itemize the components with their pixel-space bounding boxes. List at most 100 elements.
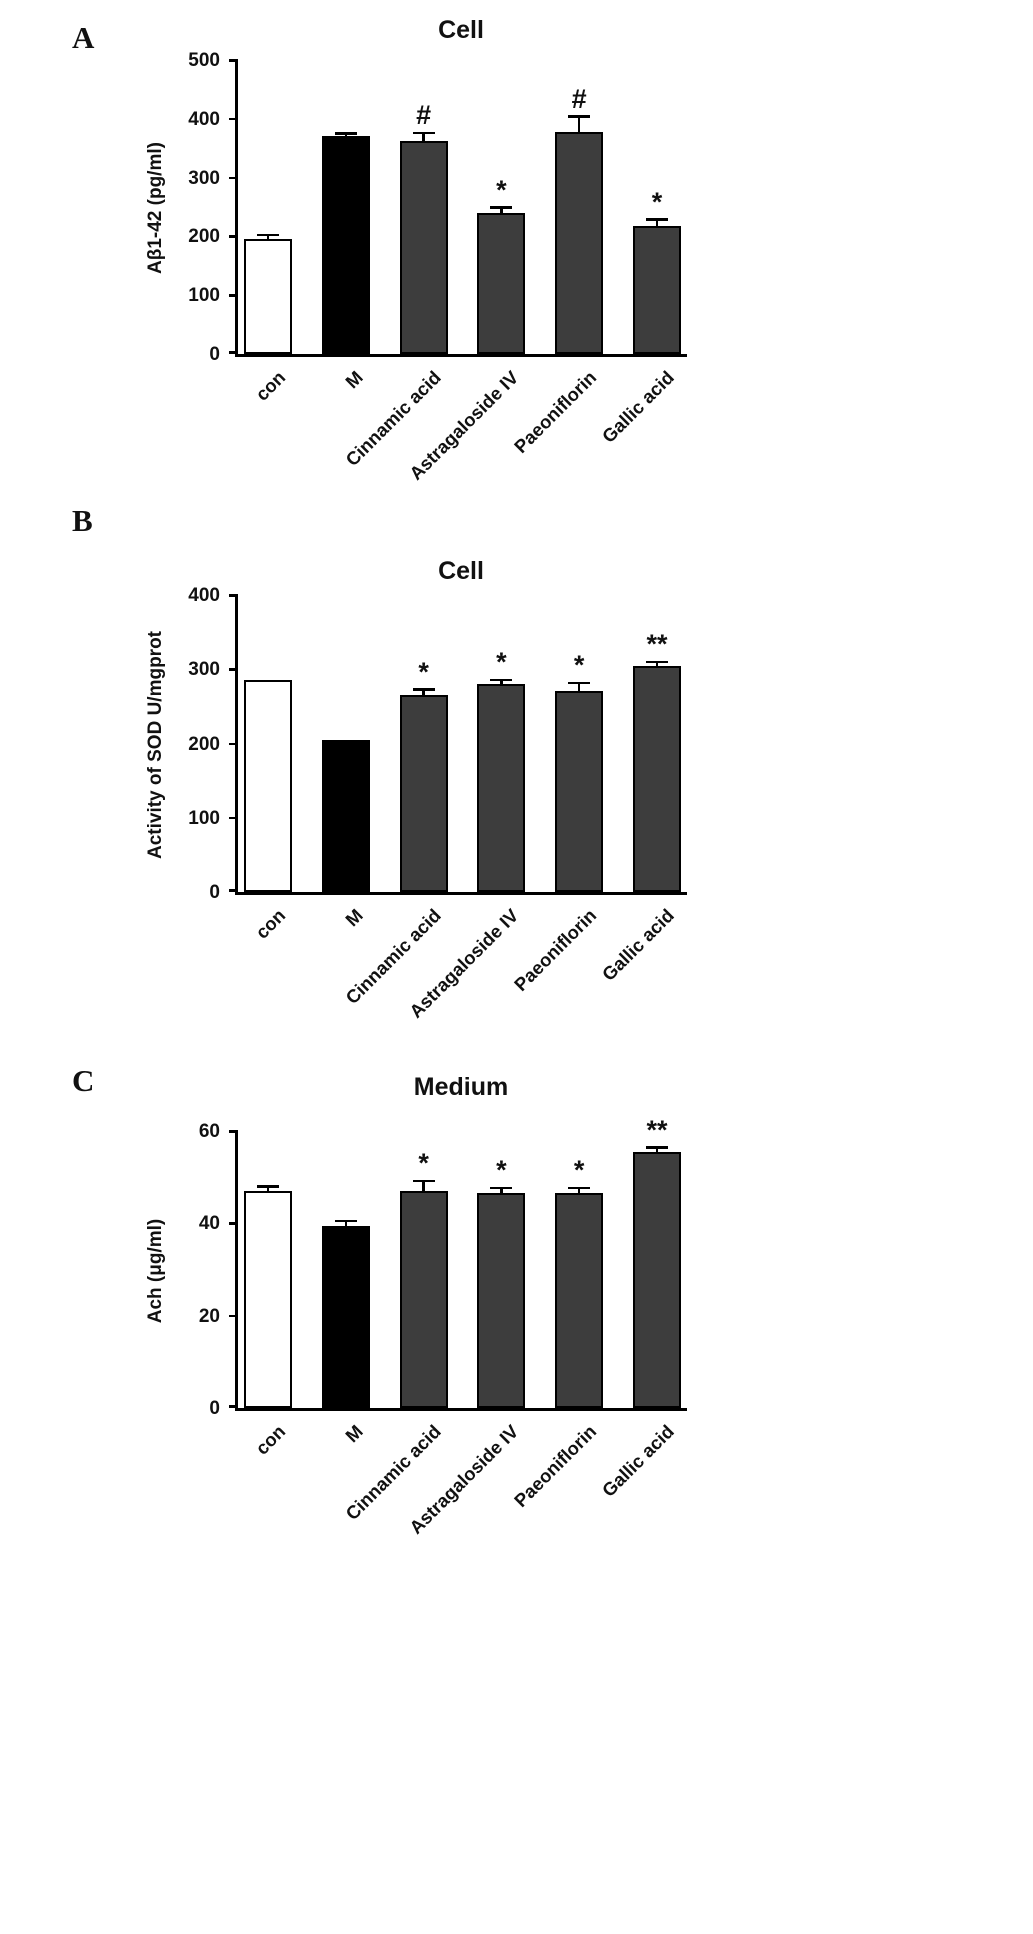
bar-m (321, 739, 370, 892)
bar-cinnamic-acid (399, 695, 448, 892)
error-bar (655, 220, 659, 227)
significance-marker: # (416, 100, 432, 131)
y-tick-mark (229, 1222, 238, 1225)
bar-paeoniflorin (555, 1193, 604, 1408)
error-bar-cap (646, 660, 668, 664)
significance-marker: * (496, 647, 507, 678)
panel-letter: C (72, 1063, 95, 1098)
bar-m (321, 136, 370, 354)
y-tick-mark (229, 1405, 238, 1408)
y-tick-mark (229, 889, 238, 892)
significance-marker: * (651, 186, 663, 217)
bar-astragaloside-iv (477, 1193, 526, 1408)
figure-panel-c: C Medium Ach (μg/ml) 0 20 40 60 con M * Cinnami… (0, 1053, 1033, 1613)
y-tick-mark (229, 176, 238, 180)
y-tick-label: 300 (188, 659, 220, 681)
bar-con (244, 680, 292, 892)
x-tick-label: con (251, 366, 290, 405)
bar-paeoniflorin (555, 690, 604, 892)
error-bar (655, 663, 659, 668)
error-bar (500, 208, 503, 214)
error-bar (266, 1187, 270, 1193)
error-bar (422, 134, 425, 143)
significance-marker: * (573, 1155, 585, 1186)
x-tick-label: M (341, 366, 368, 393)
y-tick-mark (229, 235, 238, 238)
y-tick-label: 300 (188, 167, 220, 189)
error-bar-cap (490, 206, 513, 209)
bar-astragaloside-iv (477, 212, 526, 354)
bar-gallic-acid (633, 666, 681, 892)
error-bar (655, 1148, 659, 1153)
x-tick-label: Gallic acid (598, 1420, 679, 1501)
x-tick-label: M (341, 1420, 368, 1447)
y-tick-label: 60 (198, 1121, 220, 1142)
y-tick-label: 40 (198, 1213, 220, 1235)
significance-marker: * (496, 1155, 507, 1186)
y-tick-label: 400 (188, 108, 220, 130)
y-tick-label: 0 (209, 1398, 220, 1419)
bar-cinnamic-acid (399, 141, 448, 354)
error-bar-cap (568, 681, 591, 685)
x-tick-label: Gallic acid (598, 366, 679, 447)
bar-paeoniflorin (555, 132, 604, 354)
y-tick-mark (229, 816, 238, 820)
error-bar-cap (412, 131, 435, 135)
plot-area: 0 100 200 300 400 500 con M # Cinnamic acid * Astra… (188, 51, 687, 484)
error-bar-cap (646, 1146, 668, 1149)
significance-marker: # (571, 83, 587, 114)
y-axis-label: Activity of SOD U/mgprot (145, 630, 166, 860)
error-bar-cap (412, 688, 435, 691)
y-axis-label: Ach (μg/ml) (145, 1218, 166, 1324)
error-bar-cap (257, 233, 279, 237)
error-bar-cap (257, 1185, 279, 1188)
y-tick-mark (229, 351, 238, 354)
y-axis-label: Aβ1-42 (pg/ml) (145, 142, 166, 274)
bar-astragaloside-iv (477, 684, 526, 892)
x-tick-label: Gallic acid (598, 904, 679, 985)
error-bar (422, 1182, 425, 1193)
error-bar (577, 1189, 581, 1195)
error-bar (577, 684, 581, 692)
y-tick-label: 0 (209, 882, 220, 903)
chart-title: Cell (438, 557, 484, 585)
panel-letter: B (72, 503, 93, 538)
x-tick-label: Paeoniflorin (510, 366, 601, 458)
bar-m (321, 1225, 370, 1408)
figure-panel-b: B Cell Activity of SOD U/mgprot 0 100 200 3… (0, 493, 1033, 1053)
y-tick-label: 20 (198, 1305, 220, 1327)
y-tick-label: 500 (188, 50, 220, 71)
y-tick-mark (229, 668, 238, 671)
y-tick-mark (229, 294, 238, 297)
y-tick-label: 200 (188, 226, 220, 248)
panel-letter: A (72, 20, 95, 55)
error-bar-cap (646, 218, 668, 221)
x-tick-label: con (251, 904, 290, 943)
error-bar-cap (490, 1186, 513, 1190)
y-tick-label: 0 (209, 344, 220, 365)
x-tick-label: M (341, 904, 368, 931)
y-tick-label: 200 (188, 733, 220, 755)
error-bar-cap (334, 132, 357, 135)
y-tick-mark (229, 594, 238, 597)
error-bar (344, 134, 348, 138)
plot-area: 0 20 40 60 con M * Cinnamic acid * Astragaloside … (199, 1116, 687, 1538)
error-bar-cap (412, 1179, 435, 1183)
y-tick-mark (229, 1130, 238, 1133)
plot-area: 0 100 200 300 400 con M * Cinnamic acid * Astragal… (188, 586, 687, 1022)
error-bar-cap (568, 115, 591, 118)
significance-marker: * (418, 1148, 429, 1179)
x-tick-label: Paeoniflorin (510, 1420, 601, 1512)
error-bar (344, 1222, 348, 1227)
y-tick-mark (229, 1314, 238, 1318)
error-bar-cap (334, 1219, 357, 1223)
figure-panel-a: A Cell Aβ1-42 (pg/ml) 0 100 200 300 400 500 co… (0, 8, 1033, 493)
y-tick-label: 100 (188, 807, 220, 829)
bar-con (244, 239, 292, 354)
significance-marker: * (573, 650, 585, 681)
error-bar (500, 681, 503, 686)
bar-gallic-acid (633, 225, 681, 354)
error-bar-cap (568, 1186, 591, 1190)
error-bar-cap (490, 678, 513, 682)
